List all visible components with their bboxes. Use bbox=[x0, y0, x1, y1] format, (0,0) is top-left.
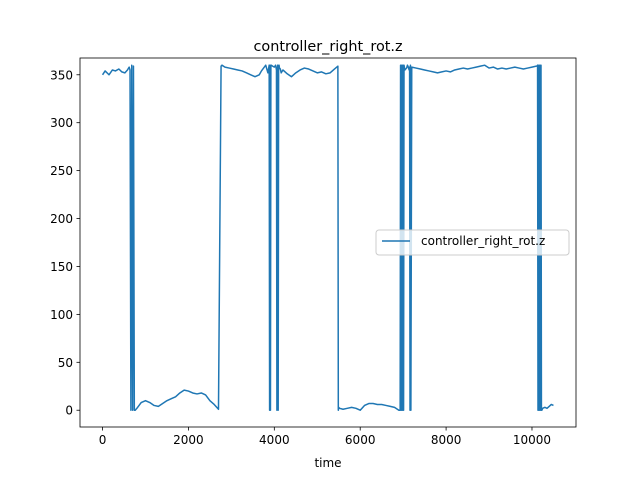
y-tick-label: 50 bbox=[58, 356, 73, 370]
x-tick-label: 8000 bbox=[431, 433, 462, 447]
plot-frame bbox=[79, 57, 577, 428]
y-tick-label: 300 bbox=[50, 116, 73, 130]
legend-entry-controller-right-rot-z: controller_right_rot.z bbox=[421, 234, 545, 248]
plot-area bbox=[101, 64, 554, 411]
legend[interactable]: controller_right_rot.z bbox=[375, 229, 570, 256]
x-tick-label: 6000 bbox=[345, 433, 376, 447]
y-tick-label: 100 bbox=[50, 308, 73, 322]
legend-frame bbox=[375, 229, 570, 256]
x-tick-label: 0 bbox=[99, 433, 107, 447]
y-tick-label: 0 bbox=[65, 404, 73, 418]
x-axis: 0 2000 4000 6000 8000 10000 bbox=[99, 427, 551, 447]
y-tick-label: 150 bbox=[50, 260, 73, 274]
x-axis-label: time bbox=[314, 456, 341, 470]
x-tick-label: 10000 bbox=[513, 433, 551, 447]
x-tick-label: 2000 bbox=[173, 433, 204, 447]
y-axis: 0 50 100 150 200 250 300 350 bbox=[50, 68, 80, 418]
y-tick-label: 250 bbox=[50, 164, 73, 178]
chart-title: controller_right_rot.z bbox=[253, 39, 402, 55]
series-line-0 bbox=[101, 64, 554, 411]
y-tick-label: 200 bbox=[50, 212, 73, 226]
x-tick-label: 4000 bbox=[259, 433, 290, 447]
y-tick-label: 350 bbox=[50, 68, 73, 82]
